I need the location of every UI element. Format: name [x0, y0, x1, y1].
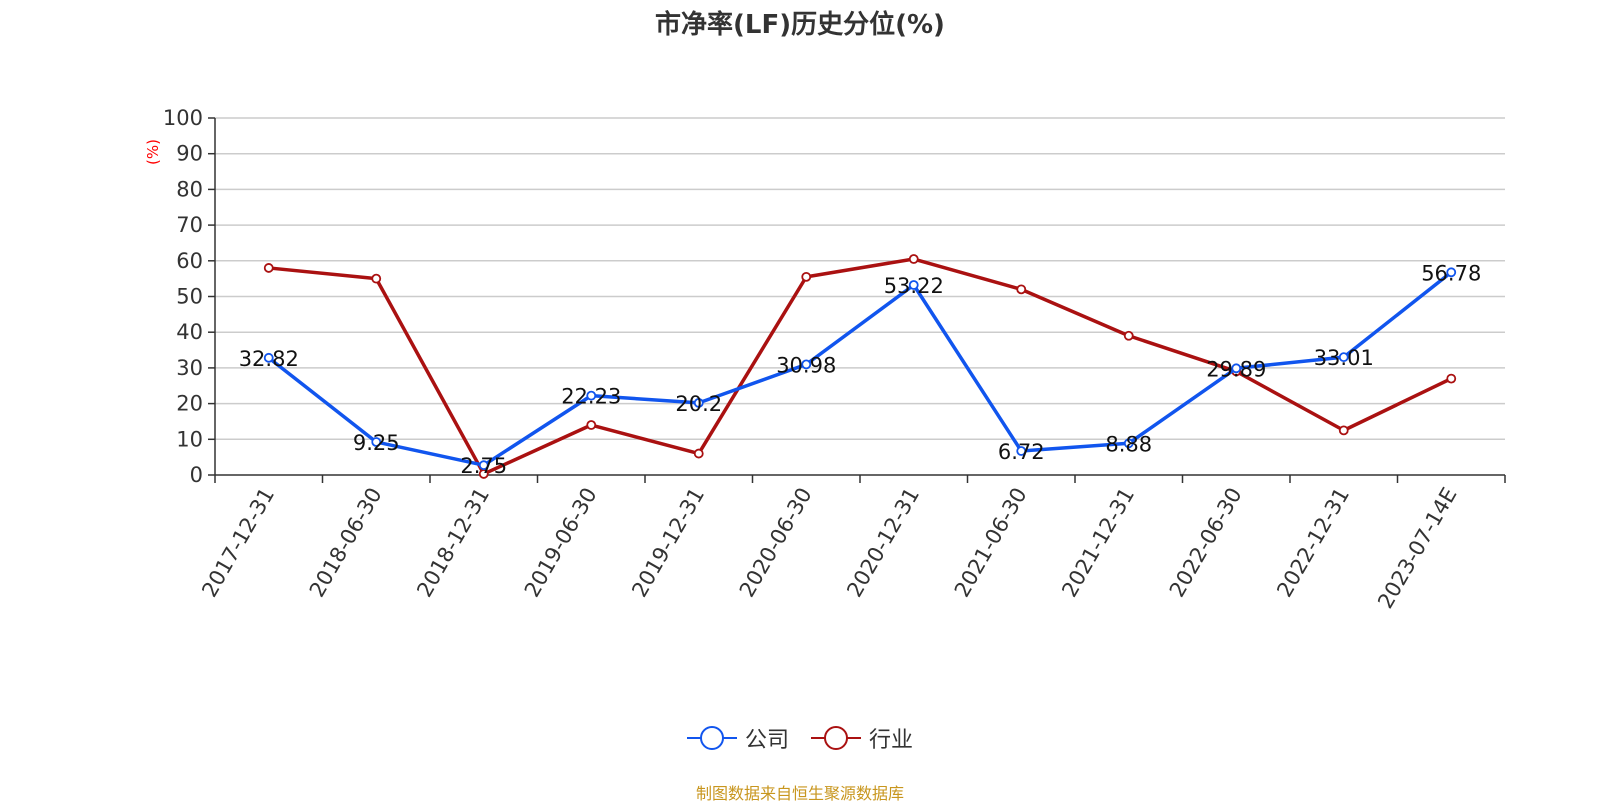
x-tick-label: 2020-06-30	[735, 484, 817, 602]
series-line-0	[267, 270, 1453, 467]
y-tick-label: 30	[176, 356, 203, 380]
data-point	[1016, 446, 1027, 456]
data-point	[1446, 373, 1457, 384]
legend: 公司 行业	[0, 722, 1600, 754]
y-tick-label: 0	[190, 463, 203, 487]
data-point	[1123, 330, 1134, 341]
data-point	[371, 437, 382, 447]
legend-item[interactable]: 行业	[811, 722, 913, 754]
data-point	[908, 280, 919, 290]
data-label: 32.82	[239, 347, 299, 371]
x-tick-label: 2019-06-30	[520, 484, 602, 602]
grid-lines	[215, 117, 1505, 441]
y-axis-label: (%)	[144, 139, 162, 165]
data-label: 9.25	[353, 431, 400, 455]
y-tick-label: 80	[176, 177, 203, 201]
data-point	[263, 352, 274, 363]
data-point	[801, 359, 812, 370]
data-label: 22.23	[561, 385, 621, 409]
data-label: 56.78	[1421, 261, 1481, 285]
y-tick-label: 60	[176, 249, 203, 273]
y-tick-label: 20	[176, 392, 203, 416]
data-label: 6.72	[998, 440, 1045, 464]
x-tick-label: 2021-12-31	[1057, 484, 1139, 602]
x-tick-label: 2020-12-31	[842, 484, 924, 602]
legend-symbol-icon	[811, 726, 861, 750]
data-point	[1231, 363, 1242, 374]
data-point	[1338, 425, 1349, 436]
data-point	[1016, 284, 1027, 295]
y-tick-label: 40	[176, 320, 203, 344]
data-labels: 32.82 9.25 2.75 22.23 20.2 30.98 53.22 6.72 8.88…	[239, 261, 1482, 478]
legend-label: 行业	[869, 728, 914, 753]
y-tick-label: 70	[176, 213, 203, 237]
data-label: 30.98	[776, 353, 836, 377]
x-tick-label: 2019-12-31	[627, 484, 709, 602]
data-point	[586, 390, 597, 401]
x-tick-label: 2022-06-30	[1165, 484, 1247, 602]
x-tick-label: 2022-12-31	[1272, 484, 1354, 602]
series-lines	[263, 254, 1457, 479]
source-note: 制图数据来自恒生聚源数据库	[695, 784, 904, 803]
x-tick-label: 2023-07-14E	[1373, 484, 1461, 613]
data-label: 2.75	[460, 454, 507, 478]
legend-label: 公司	[744, 728, 789, 753]
y-tick-label: 10	[176, 427, 203, 451]
data-point	[478, 460, 489, 471]
data-point	[1123, 438, 1134, 449]
x-tick-label: 2018-06-30	[305, 484, 387, 602]
data-point	[263, 263, 274, 273]
x-tick-label: 2018-12-31	[412, 484, 494, 602]
data-label: 33.01	[1314, 346, 1374, 370]
data-point	[1338, 352, 1349, 363]
data-label: 20.2	[675, 392, 722, 416]
x-tick-label: 2021-06-30	[950, 484, 1032, 602]
y-tick-label: 100	[163, 106, 203, 130]
y-tick-label: 90	[176, 142, 203, 166]
chart-title: 市净率(LF)历史分位(%)	[655, 10, 945, 40]
data-point	[693, 448, 704, 459]
data-point	[908, 254, 919, 264]
series-line-1	[268, 257, 1453, 476]
data-label: 29.89	[1206, 357, 1266, 381]
data-point	[1446, 267, 1457, 278]
data-point	[586, 420, 597, 430]
data-point	[371, 273, 382, 284]
data-point	[801, 271, 812, 282]
data-label: 8.88	[1105, 432, 1152, 456]
data-point	[693, 397, 704, 408]
x-tick-label: 2017-12-31	[197, 484, 279, 602]
legend-item[interactable]: 公司	[686, 722, 789, 754]
data-label: 53.22	[884, 274, 944, 298]
y-tick-label: 50	[176, 285, 203, 309]
legend-symbol-icon	[686, 726, 737, 750]
